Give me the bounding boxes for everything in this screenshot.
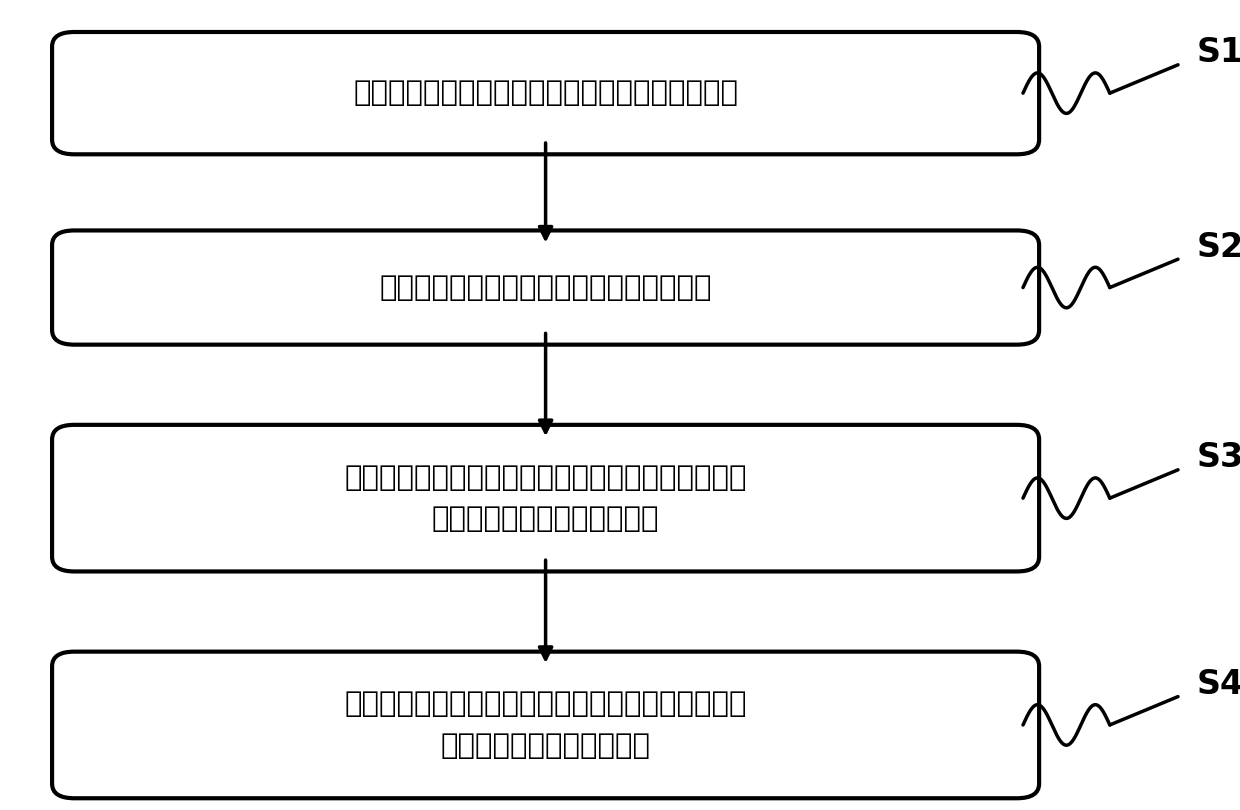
FancyBboxPatch shape	[52, 32, 1039, 154]
FancyBboxPatch shape	[52, 230, 1039, 345]
Text: S2: S2	[1197, 231, 1240, 263]
Text: 利用激光穿过所述非线性饱和吸收膜，并按照预定图
案对所述相变薄膜进行曝光。: 利用激光穿过所述非线性饱和吸收膜，并按照预定图 案对所述相变薄膜进行曝光。	[345, 463, 746, 533]
Text: S3: S3	[1197, 441, 1240, 474]
Text: S1: S1	[1197, 36, 1240, 69]
FancyBboxPatch shape	[52, 651, 1039, 799]
Text: 提供一衬底，并在所述衬底上制作形成相变薄膜。: 提供一衬底，并在所述衬底上制作形成相变薄膜。	[353, 79, 738, 107]
Text: 在所述相变薄膜上覆设非线性饱和吸收膜。: 在所述相变薄膜上覆设非线性饱和吸收膜。	[379, 274, 712, 301]
Text: 利用显影液对曝光后的相变薄膜进行显影，同时将所
述非线性饱和吸收膜去除。: 利用显影液对曝光后的相变薄膜进行显影，同时将所 述非线性饱和吸收膜去除。	[345, 690, 746, 760]
Text: S4: S4	[1197, 668, 1240, 701]
FancyBboxPatch shape	[52, 424, 1039, 572]
